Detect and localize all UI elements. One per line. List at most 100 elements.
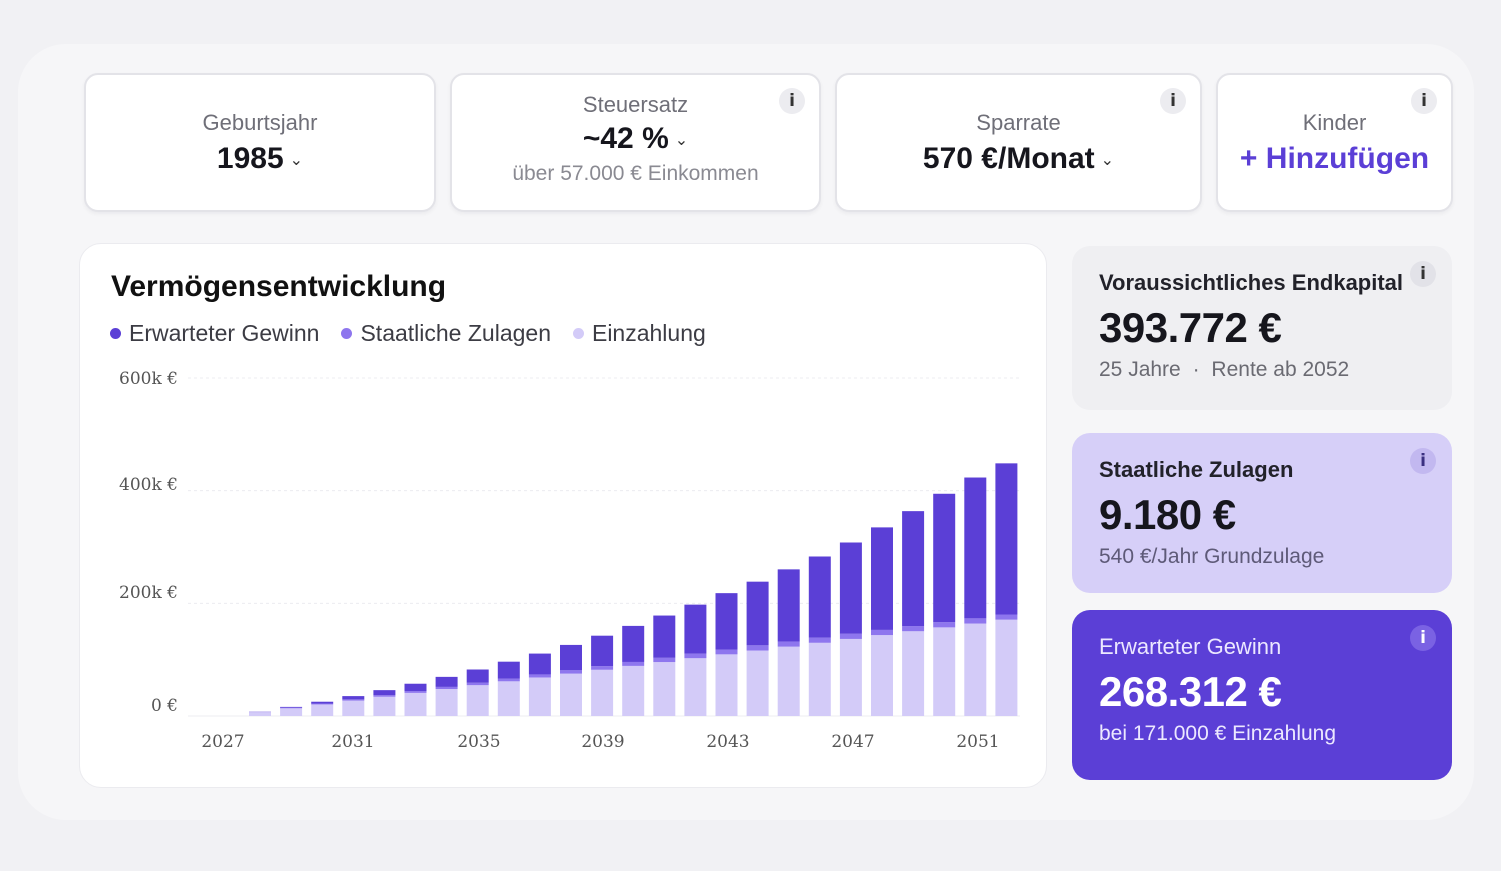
bar-2033-erwarteter-gewinn[interactable] <box>435 676 458 687</box>
bar-2038-einzahlung[interactable] <box>591 669 614 716</box>
bar-2028-erwarteter-gewinn[interactable] <box>280 706 303 708</box>
bar-2028-einzahlung[interactable] <box>280 708 303 716</box>
bar-2035-einzahlung[interactable] <box>497 681 520 716</box>
bar-2029-einzahlung[interactable] <box>311 704 334 716</box>
bar-2028-staatliche-zulagen[interactable] <box>280 707 303 709</box>
bar-2049-einzahlung[interactable] <box>933 627 956 716</box>
bar-2045-erwarteter-gewinn[interactable] <box>808 556 831 638</box>
bar-2032-erwarteter-gewinn[interactable] <box>404 683 427 692</box>
bar-2029-staatliche-zulagen[interactable] <box>311 703 334 705</box>
bar-2050-erwarteter-gewinn[interactable] <box>964 477 987 619</box>
bar-2044-staatliche-zulagen[interactable] <box>777 641 800 647</box>
tax-rate-label: Steuersatz <box>582 92 689 117</box>
bar-2035-staatliche-zulagen[interactable] <box>497 678 520 682</box>
add-child-button[interactable]: + Hinzufügen <box>1239 142 1430 175</box>
bar-2051-erwarteter-gewinn[interactable] <box>995 463 1018 615</box>
bar-2036-erwarteter-gewinn[interactable] <box>528 653 551 675</box>
bar-2050-staatliche-zulagen[interactable] <box>964 618 987 624</box>
bar-2046-staatliche-zulagen[interactable] <box>839 633 862 639</box>
bar-2040-erwarteter-gewinn[interactable] <box>653 615 676 658</box>
savings-rate-value: 570 €/Monat ⌄ <box>922 142 1115 175</box>
bar-2042-einzahlung[interactable] <box>715 654 738 716</box>
bar-2043-einzahlung[interactable] <box>746 650 769 716</box>
bar-2030-erwarteter-gewinn[interactable] <box>342 696 365 700</box>
bar-2031-einzahlung[interactable] <box>373 696 396 716</box>
children-label: Kinder <box>1302 110 1367 135</box>
x-tick-2051: 2051 <box>956 732 999 752</box>
bar-2041-einzahlung[interactable] <box>684 658 707 716</box>
bar-2041-staatliche-zulagen[interactable] <box>684 653 707 659</box>
bar-2047-einzahlung[interactable] <box>871 635 893 716</box>
savings-rate-selector[interactable]: i Sparrate 570 €/Monat ⌄ <box>835 73 1202 212</box>
final-capital-info-icon[interactable]: i <box>1410 261 1436 287</box>
bar-2037-staatliche-zulagen[interactable] <box>560 670 582 674</box>
bar-2040-staatliche-zulagen[interactable] <box>653 657 676 663</box>
children-card: i Kinder + Hinzufügen <box>1216 73 1453 212</box>
chevron-down-icon: ⌄ <box>674 132 689 150</box>
bar-2049-staatliche-zulagen[interactable] <box>933 622 956 628</box>
tax-rate-info-icon[interactable]: i <box>779 88 805 114</box>
bar-2027-einzahlung[interactable] <box>249 712 271 716</box>
bar-2044-einzahlung[interactable] <box>777 646 800 716</box>
bar-2046-einzahlung[interactable] <box>839 638 862 716</box>
bar-2045-einzahlung[interactable] <box>808 642 831 716</box>
bar-2030-staatliche-zulagen[interactable] <box>342 699 365 701</box>
children-info-icon[interactable]: i <box>1411 88 1437 114</box>
bar-2045-staatliche-zulagen[interactable] <box>808 637 831 643</box>
wealth-chart-card: Vermögensentwicklung Erwarteter Gewinn S… <box>79 243 1047 788</box>
bar-2037-einzahlung[interactable] <box>560 673 582 716</box>
bar-2049-erwarteter-gewinn[interactable] <box>933 493 956 623</box>
expected-gain-info-icon[interactable]: i <box>1410 625 1436 651</box>
bar-2050-einzahlung[interactable] <box>964 623 987 716</box>
bar-2047-erwarteter-gewinn[interactable] <box>871 527 893 630</box>
bar-2038-erwarteter-gewinn[interactable] <box>591 635 614 667</box>
birth-year-selector[interactable]: Geburtsjahr 1985 ⌄ <box>84 73 436 212</box>
bar-2042-erwarteter-gewinn[interactable] <box>715 593 738 650</box>
subsidies-info-icon[interactable]: i <box>1410 448 1436 474</box>
bar-2048-erwarteter-gewinn[interactable] <box>902 511 925 627</box>
bar-2048-einzahlung[interactable] <box>902 631 925 716</box>
bar-2041-erwarteter-gewinn[interactable] <box>684 604 707 654</box>
bar-2043-staatliche-zulagen[interactable] <box>746 645 769 651</box>
bar-2042-staatliche-zulagen[interactable] <box>715 649 738 655</box>
x-tick-2043: 2043 <box>706 732 749 752</box>
bar-2037-erwarteter-gewinn[interactable] <box>560 644 582 671</box>
bar-2034-erwarteter-gewinn[interactable] <box>466 669 489 683</box>
bar-2036-staatliche-zulagen[interactable] <box>528 674 551 678</box>
bar-2036-einzahlung[interactable] <box>528 677 551 716</box>
final-capital-value: 393.772 € <box>1099 304 1282 351</box>
tax-rate-selector[interactable]: i Steuersatz ~42 % ⌄ über 57.000 € Einkom… <box>450 73 821 212</box>
bar-2032-staatliche-zulagen[interactable] <box>404 691 427 693</box>
bar-2033-einzahlung[interactable] <box>435 689 458 716</box>
bar-2048-staatliche-zulagen[interactable] <box>902 626 925 632</box>
bar-2039-einzahlung[interactable] <box>622 665 645 716</box>
bar-2029-erwarteter-gewinn[interactable] <box>311 701 334 704</box>
bar-2046-erwarteter-gewinn[interactable] <box>839 542 862 634</box>
bar-2044-erwarteter-gewinn[interactable] <box>777 569 800 642</box>
bar-2039-erwarteter-gewinn[interactable] <box>622 625 645 662</box>
bar-2034-staatliche-zulagen[interactable] <box>466 682 489 686</box>
legend-item-gain: Erwarteter Gewinn <box>110 320 319 347</box>
y-axis: 600k € 400k € 200k € 0 € <box>119 369 178 716</box>
bar-2030-einzahlung[interactable] <box>342 700 365 716</box>
chart-bars <box>249 463 1018 716</box>
bar-2047-staatliche-zulagen[interactable] <box>871 629 893 636</box>
y-tick-0: 0 € <box>151 696 178 716</box>
bar-2033-staatliche-zulagen[interactable] <box>435 686 458 690</box>
bar-2039-staatliche-zulagen[interactable] <box>622 661 645 666</box>
bar-2032-einzahlung[interactable] <box>404 692 427 716</box>
bar-2034-einzahlung[interactable] <box>466 685 489 716</box>
bar-2031-staatliche-zulagen[interactable] <box>373 695 396 697</box>
tax-rate-value: ~42 % ⌄ <box>582 122 689 155</box>
bar-2031-erwarteter-gewinn[interactable] <box>373 690 396 696</box>
bar-2043-erwarteter-gewinn[interactable] <box>746 581 769 646</box>
bar-2040-einzahlung[interactable] <box>653 662 676 716</box>
legend-dot-gain <box>110 328 121 339</box>
savings-rate-info-icon[interactable]: i <box>1160 88 1186 114</box>
x-tick-2027: 2027 <box>201 732 244 752</box>
legend-dot-subsidies <box>341 328 353 339</box>
bar-2051-staatliche-zulagen[interactable] <box>995 614 1018 620</box>
bar-2051-einzahlung[interactable] <box>995 619 1018 716</box>
bar-2038-staatliche-zulagen[interactable] <box>591 666 614 670</box>
bar-2035-erwarteter-gewinn[interactable] <box>497 661 520 679</box>
